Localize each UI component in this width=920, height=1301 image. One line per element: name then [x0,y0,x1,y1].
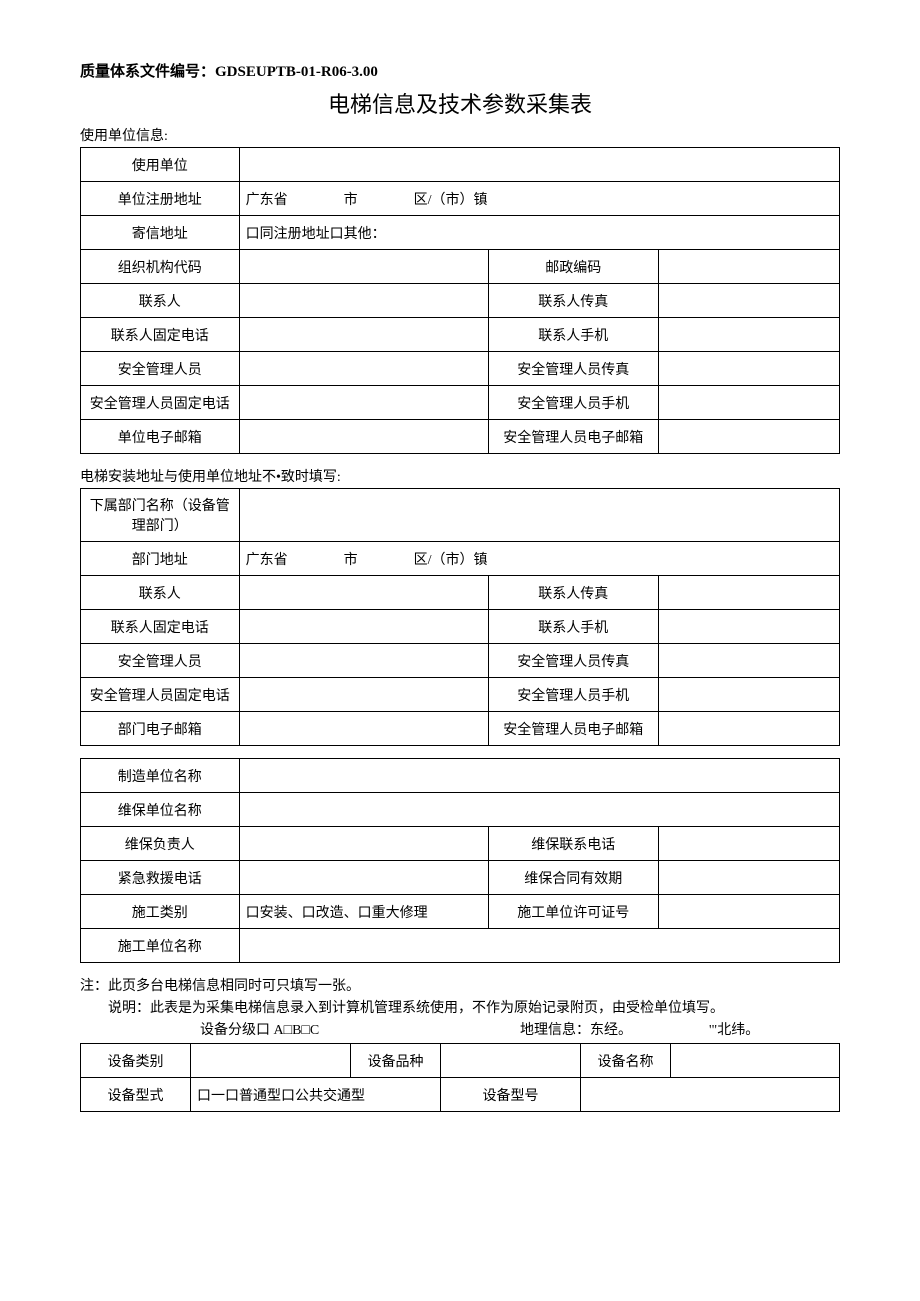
val-unit[interactable] [239,148,839,182]
val-name[interactable] [671,1044,840,1078]
label-contactphone: 联系人固定电话 [81,318,240,352]
label-safetyemail: 安全管理人员电子邮箱 [488,420,658,454]
header-code: 质量体系文件编号：GDSEUPTB-01-R06-3.00 [80,60,840,81]
val-safetyemail[interactable] [658,420,839,454]
label-safetymobile2: 安全管理人员手机 [488,678,658,712]
label-contactfax2: 联系人传真 [488,576,658,610]
val-deptaddr[interactable]: 广东省 市 区/（市）镇 [239,542,839,576]
label-unitemail: 单位电子邮箱 [81,420,240,454]
val-kind[interactable] [441,1044,581,1078]
note2: 说明：此表是为采集电梯信息录入到计算机管理系统使用，不作为原始记录附页，由受检单… [108,997,840,1017]
section1-heading: 使用单位信息: [80,125,840,145]
label-deptname: 下属部门名称（设备管理部门） [81,489,240,542]
label-safetyfax: 安全管理人员传真 [488,352,658,386]
label-contact2: 联系人 [81,576,240,610]
val-maint[interactable] [239,793,839,827]
val-unitemail[interactable] [239,420,488,454]
val-contact[interactable] [239,284,488,318]
geo-info: 地理信息：东经。 '"北纬。 [520,1019,840,1039]
label-constrtype: 施工类别 [81,895,240,929]
val-deptname[interactable] [239,489,839,542]
val-cat[interactable] [191,1044,351,1078]
val-safetyphone2[interactable] [239,678,488,712]
val-contactphone2[interactable] [239,610,488,644]
val-orgcode[interactable] [239,250,488,284]
val-maintvalid[interactable] [658,861,839,895]
label-emergency: 紧急救援电话 [81,861,240,895]
main-title: 电梯信息及技术参数采集表 [80,87,840,119]
label-safetymgr: 安全管理人员 [81,352,240,386]
label-mailaddr: 寄信地址 [81,216,240,250]
val-constrtype[interactable]: 口安装、口改造、口重大修理 [239,895,488,929]
label-model: 设备型号 [441,1078,581,1112]
val-contact2[interactable] [239,576,488,610]
label-safetymgr2: 安全管理人员 [81,644,240,678]
label-postal: 邮政编码 [488,250,658,284]
table-maintenance: 制造单位名称 维保单位名称 维保负责人 维保联系电话 紧急救援电话 维保合同有效… [80,758,840,963]
val-mailaddr[interactable]: 口同注册地址口其他： [239,216,839,250]
label-safetyphone: 安全管理人员固定电话 [81,386,240,420]
val-safetymgr2[interactable] [239,644,488,678]
val-safetyfax2[interactable] [658,644,839,678]
label-maintmgr: 维保负责人 [81,827,240,861]
val-contactfax[interactable] [658,284,839,318]
val-safetyfax[interactable] [658,352,839,386]
val-postal[interactable] [658,250,839,284]
val-constrlicense[interactable] [658,895,839,929]
val-contactmobile2[interactable] [658,610,839,644]
val-form[interactable]: 口一口普通型口公共交通型 [191,1078,441,1112]
section2-heading: 电梯安装地址与使用单位地址不•致时填写: [80,466,840,486]
grade-info: 设备分级口 A□B□C [200,1019,520,1039]
label-contactfax: 联系人传真 [488,284,658,318]
label-orgcode: 组织机构代码 [81,250,240,284]
val-safetymgr[interactable] [239,352,488,386]
code-value: GDSEUPTB-01-R06-3.00 [215,64,378,80]
label-contactphone2: 联系人固定电话 [81,610,240,644]
val-contactfax2[interactable] [658,576,839,610]
label-contact: 联系人 [81,284,240,318]
val-safetymobile[interactable] [658,386,839,420]
label-safetymobile: 安全管理人员手机 [488,386,658,420]
label-constrlicense: 施工单位许可证号 [488,895,658,929]
label-form: 设备型式 [81,1078,191,1112]
val-contactmobile[interactable] [658,318,839,352]
val-safetyemail2[interactable] [658,712,839,746]
label-contactmobile2: 联系人手机 [488,610,658,644]
note1: 注：此页多台电梯信息相同时可只填写一张。 [80,975,840,995]
val-contactphone[interactable] [239,318,488,352]
label-unit: 使用单位 [81,148,240,182]
label-maintvalid: 维保合同有效期 [488,861,658,895]
label-safetyemail2: 安全管理人员电子邮箱 [488,712,658,746]
label-maint: 维保单位名称 [81,793,240,827]
val-safetymobile2[interactable] [658,678,839,712]
table-install-addr: 下属部门名称（设备管理部门） 部门地址 广东省 市 区/（市）镇 联系人 联系人… [80,488,840,746]
label-name: 设备名称 [581,1044,671,1078]
label-construnit: 施工单位名称 [81,929,240,963]
val-maintphone[interactable] [658,827,839,861]
label-contactmobile: 联系人手机 [488,318,658,352]
val-emergency[interactable] [239,861,488,895]
val-construnit[interactable] [239,929,839,963]
label-kind: 设备品种 [351,1044,441,1078]
info-row: 设备分级口 A□B□C 地理信息：东经。 '"北纬。 [80,1019,840,1039]
label-safetyfax2: 安全管理人员传真 [488,644,658,678]
val-deptemail[interactable] [239,712,488,746]
code-prefix: 质量体系文件编号： [80,64,215,80]
label-deptemail: 部门电子邮箱 [81,712,240,746]
table-equipment: 设备类别 设备品种 设备名称 设备型式 口一口普通型口公共交通型 设备型号 [80,1043,840,1112]
label-cat: 设备类别 [81,1044,191,1078]
val-mfr[interactable] [239,759,839,793]
label-safetyphone2: 安全管理人员固定电话 [81,678,240,712]
label-regaddr: 单位注册地址 [81,182,240,216]
val-model[interactable] [581,1078,840,1112]
label-mfr: 制造单位名称 [81,759,240,793]
label-deptaddr: 部门地址 [81,542,240,576]
val-safetyphone[interactable] [239,386,488,420]
label-maintphone: 维保联系电话 [488,827,658,861]
val-regaddr[interactable]: 广东省 市 区/（市）镇 [239,182,839,216]
table-usage-unit: 使用单位 单位注册地址 广东省 市 区/（市）镇 寄信地址 口同注册地址口其他：… [80,147,840,454]
val-maintmgr[interactable] [239,827,488,861]
